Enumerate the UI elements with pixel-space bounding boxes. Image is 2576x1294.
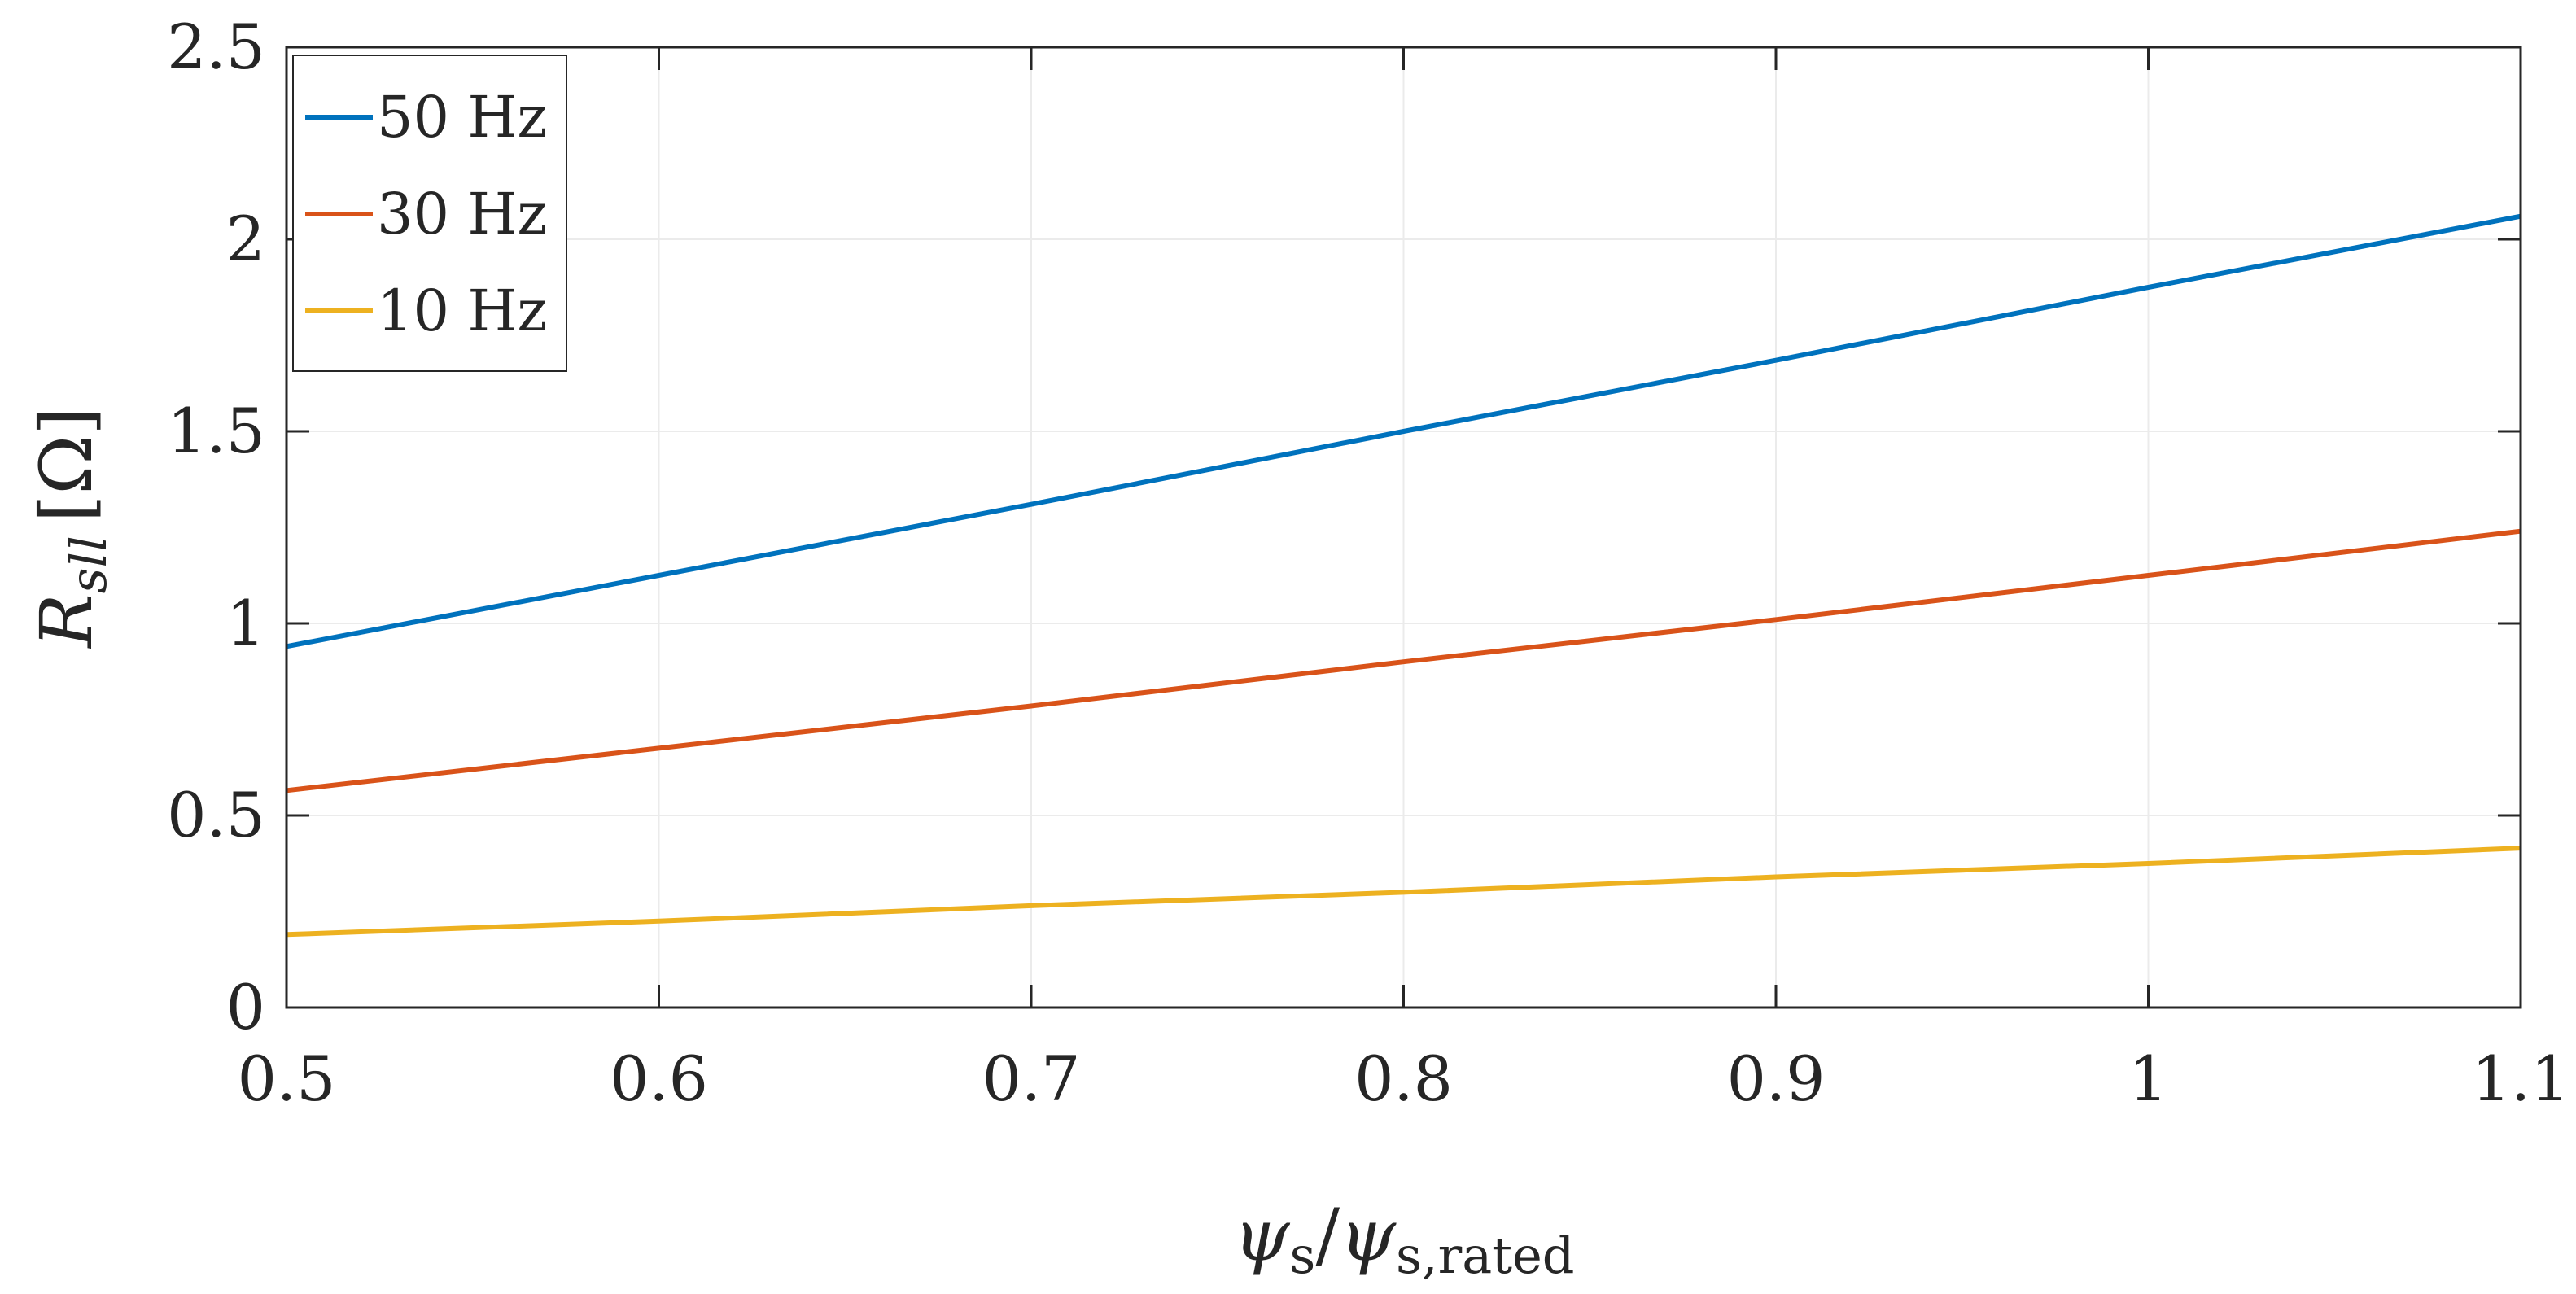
series-lines [286,213,2521,938]
x-axis-label: ψs/ψs,rated [1234,1193,1575,1285]
y-tick-label: 2 [226,203,265,275]
x-label-sub-s: s [1290,1226,1316,1285]
x-tick-label: 1.1 [2472,1043,2570,1115]
y-tick-label: 0.5 [167,779,265,851]
y-tick-label: 1 [226,587,265,659]
legend-label-10hz: 10 Hz [377,278,547,344]
y-tick-label: 2.5 [167,11,265,83]
legend-label-50hz: 50 Hz [377,84,547,151]
series-line-10hz [286,846,2521,938]
y-label-sub: sll [59,536,118,593]
y-label-r: R [24,593,108,649]
x-label-sub-rated: s,rated [1396,1226,1574,1285]
x-tick-label: 0.9 [1727,1043,1826,1115]
y-tick-label: 0 [226,971,265,1043]
x-tick-label: 1 [2128,1043,2167,1115]
axis-ticks: 0.5 0.6 0.7 0.8 0.9 1 1.100.511.522.5 [167,11,2569,1115]
legend-label-30hz: 30 Hz [377,181,547,247]
x-label-psi: ψ [1234,1193,1291,1277]
y-axis-label: Rsll [Ω] [24,407,118,649]
x-tick-label: 0.8 [1354,1043,1453,1115]
x-label-psi-rated: ψ [1340,1193,1397,1277]
y-tick-label: 1.5 [167,395,265,467]
x-tick-label: 0.6 [610,1043,708,1115]
y-label-unit: [Ω] [24,407,108,522]
series-line-30hz [286,528,2521,793]
x-tick-label: 0.7 [982,1043,1081,1115]
x-tick-label: 0.5 [238,1043,336,1115]
x-label-slash: / [1315,1193,1340,1277]
legend: 50 Hz 30 Hz 10 Hz [292,55,567,372]
series-line-50hz [286,213,2521,649]
